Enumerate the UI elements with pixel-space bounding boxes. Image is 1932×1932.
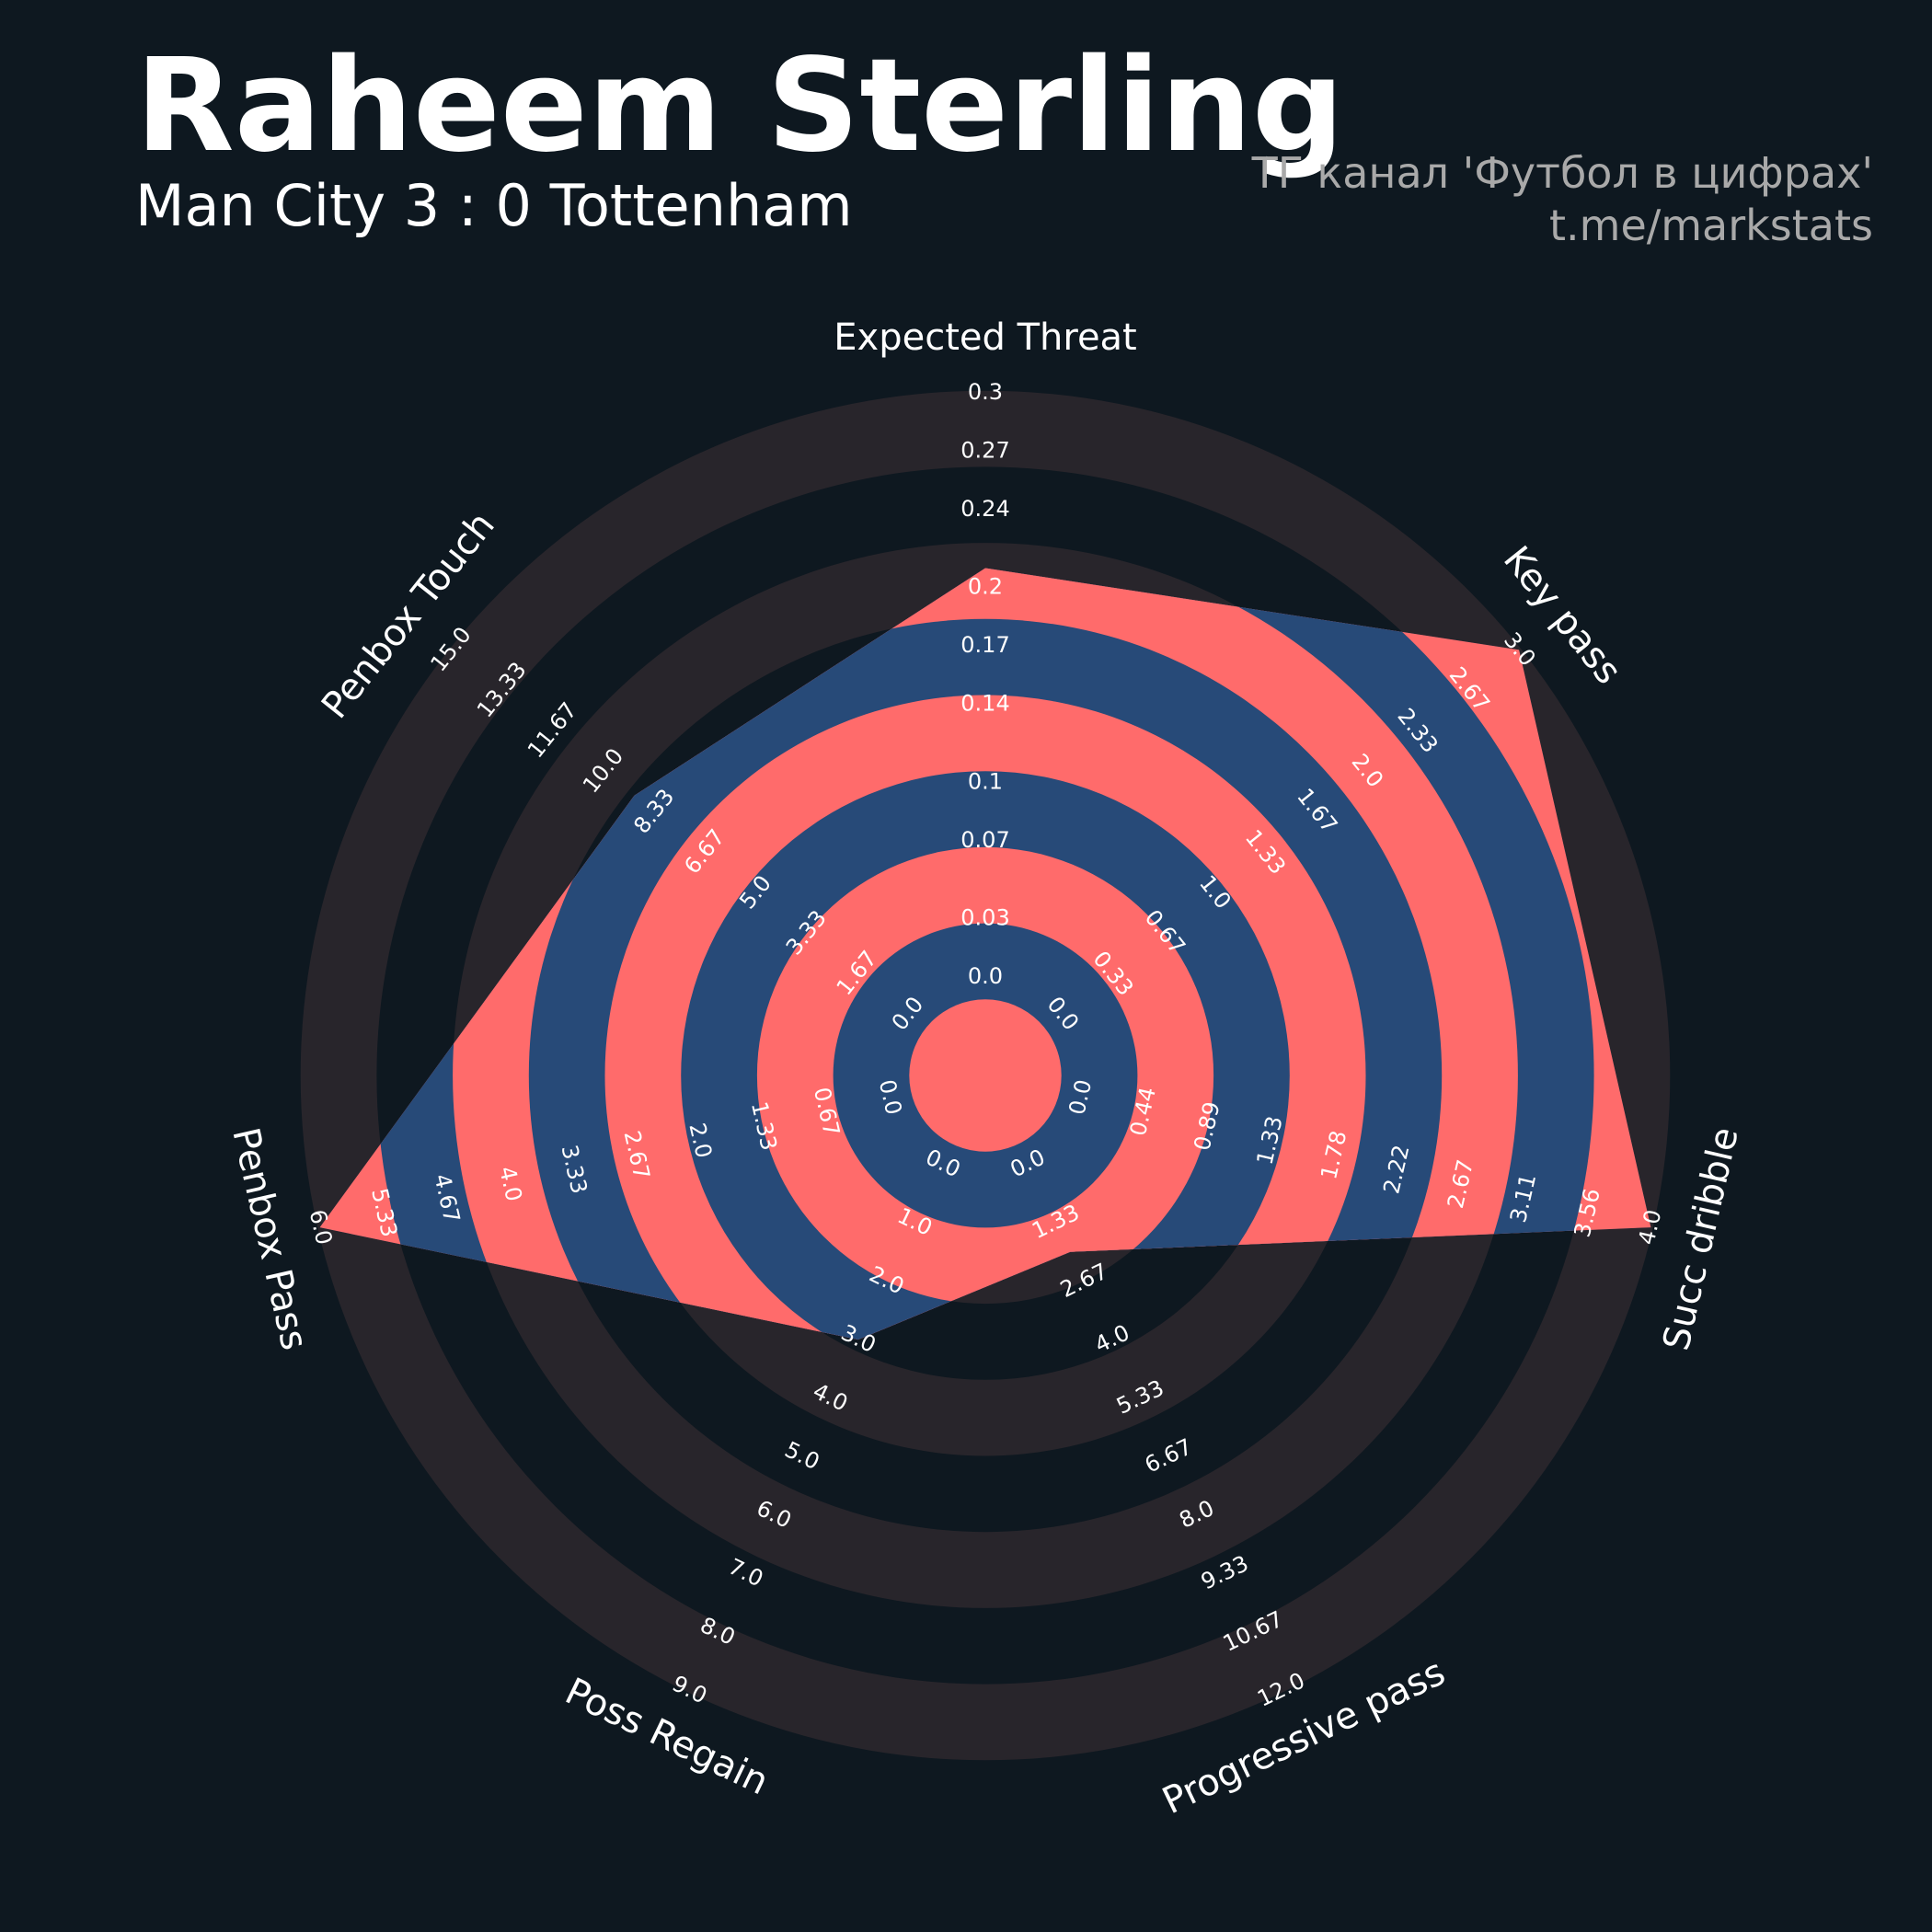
tick-label: 0.03 [960,905,1009,931]
credit: t.me/markstats [1549,201,1873,250]
tick-label: 0.1 [968,768,1003,794]
chart-title: Raheem Sterling [135,31,1344,181]
tick-label: 0.2 [968,574,1003,600]
tick-label: 0.07 [960,827,1009,853]
tick-label: 0.17 [960,632,1009,658]
radar-rings [319,568,1651,1340]
credit: ТГ канал 'Футбол в цифрах' [1251,148,1873,198]
chart-subtitle: Man City 3 : 0 Tottenham [135,172,853,239]
param-label: Expected Threat [834,316,1137,359]
tick-label: 0.27 [960,438,1009,464]
tick-label: 0.3 [968,379,1003,405]
radar-ring [909,999,1062,1152]
tick-label: 0.14 [960,691,1009,717]
tick-label: 0.0 [968,963,1003,989]
tick-label: 0.24 [960,496,1009,522]
